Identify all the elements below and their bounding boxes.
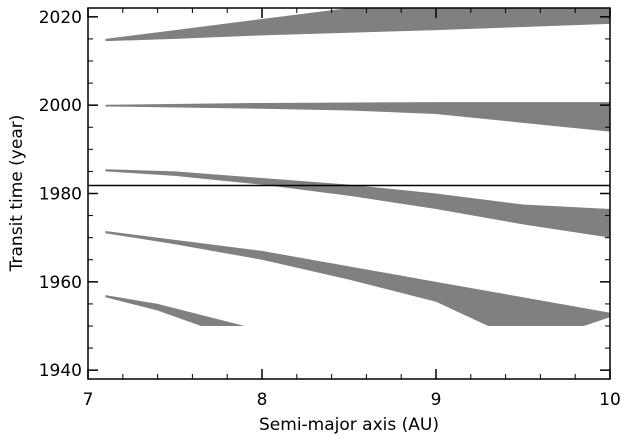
y-tick-label: 2020: [39, 8, 82, 28]
transit-band-4: [105, 231, 610, 326]
y-tick-label: 1940: [39, 361, 82, 381]
x-tick-label: 8: [257, 390, 268, 410]
transit-band-3: [105, 169, 610, 238]
y-tick-label: 2000: [39, 96, 82, 116]
x-tick-label: 7: [83, 390, 94, 410]
x-tick-label: 9: [431, 390, 442, 410]
x-axis-label: Semi-major axis (AU): [259, 415, 439, 435]
y-tick-label: 1980: [39, 185, 82, 205]
transit-bands: [105, 8, 610, 326]
y-axis-label: Transit time (year): [7, 115, 27, 273]
transit-band-5: [105, 295, 245, 326]
transit-band-1: [105, 8, 610, 42]
y-tick-label: 1960: [39, 273, 82, 293]
transit-band-2: [105, 102, 610, 132]
x-tick-label: 10: [599, 390, 621, 410]
x-axis-ticks: 7 8 9 10: [83, 8, 621, 410]
y-axis-ticks: 1940 1960 1980 2000 2020: [39, 8, 610, 381]
